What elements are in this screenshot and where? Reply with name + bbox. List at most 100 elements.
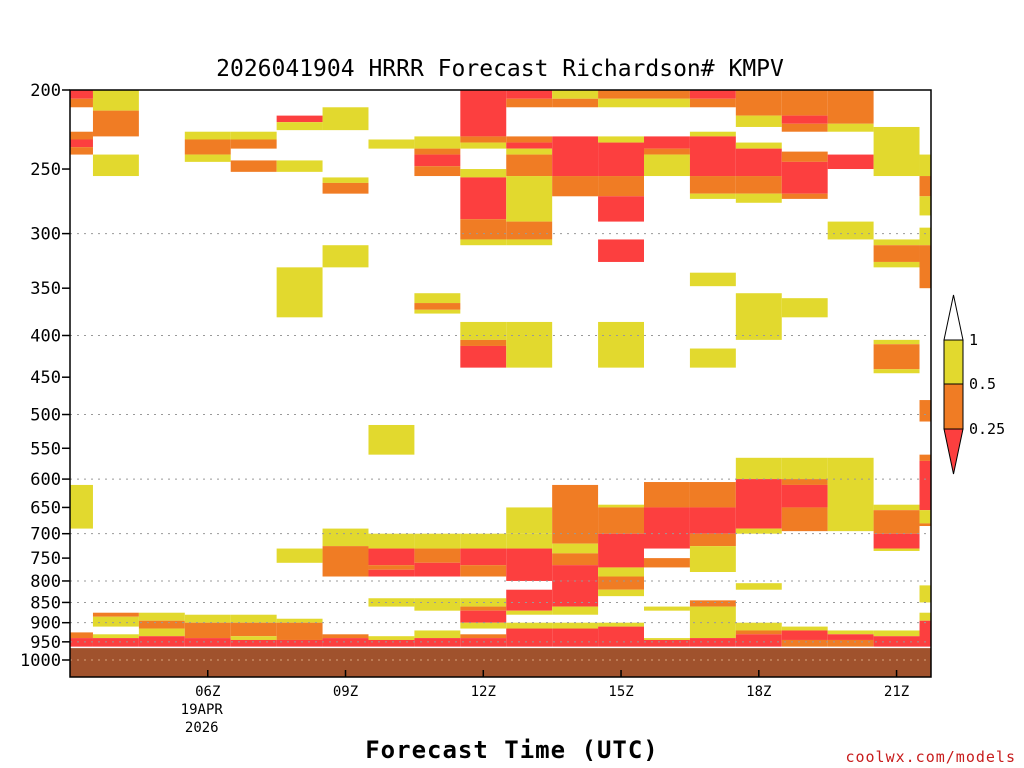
legend-bin-orange xyxy=(943,383,964,430)
y-tick-label: 700 xyxy=(30,525,61,545)
heatmap-cell xyxy=(781,626,828,631)
heatmap-cell xyxy=(689,176,736,194)
heatmap-cell xyxy=(873,344,920,370)
heatmap-cell xyxy=(368,598,415,607)
heatmap-cell xyxy=(368,424,415,455)
heatmap-cell xyxy=(781,298,828,318)
heatmap-cell xyxy=(598,239,644,262)
heatmap-cell xyxy=(598,98,644,108)
heatmap-cell xyxy=(322,182,369,194)
heatmap-cell xyxy=(873,126,920,177)
heatmap-cell xyxy=(689,507,736,534)
heatmap-cell xyxy=(735,634,782,648)
heatmap-cell xyxy=(781,639,828,648)
heatmap-cell xyxy=(552,484,599,544)
color-legend: 1 0.5 0.25 xyxy=(943,294,1005,475)
heatmap-cell xyxy=(414,533,461,549)
y-tick-label: 900 xyxy=(30,614,61,634)
heatmap-cell xyxy=(689,546,736,573)
heatmap-cell xyxy=(460,533,507,549)
heatmap-cell xyxy=(919,176,931,197)
heatmap-cell xyxy=(689,131,736,137)
heatmap-cell xyxy=(552,90,599,99)
heatmap-cell xyxy=(460,565,507,577)
heatmap-cell xyxy=(919,154,931,177)
heatmap-cell xyxy=(735,90,782,116)
heatmap-cell xyxy=(781,90,828,116)
heatmap-cell xyxy=(735,528,782,534)
heatmap-cell xyxy=(460,136,507,143)
heatmap-cell xyxy=(276,267,323,318)
heatmap-cell xyxy=(322,634,369,639)
heatmap-cell xyxy=(230,139,277,149)
heatmap-cell xyxy=(460,634,507,639)
heatmap-cell xyxy=(322,546,369,577)
heatmap-cell xyxy=(414,309,461,314)
heatmap-cell xyxy=(460,606,507,611)
heatmap-cell xyxy=(873,548,920,551)
heatmap-cell xyxy=(689,638,736,648)
y-tick-label: 450 xyxy=(30,368,61,388)
heatmap-cell xyxy=(873,369,920,374)
heatmap-cell xyxy=(506,622,553,629)
heatmap-cell xyxy=(506,533,553,549)
heatmap-cell xyxy=(735,293,782,340)
heatmap-cell xyxy=(598,136,644,143)
heatmap-cell xyxy=(781,630,828,640)
x-tick-label: 18Z xyxy=(746,684,771,700)
heatmap-cell xyxy=(644,154,690,177)
heatmap-cell xyxy=(460,177,507,220)
heatmap-cell xyxy=(460,142,507,149)
y-tick-label: 750 xyxy=(30,549,61,569)
legend-label: 0.5 xyxy=(969,375,996,393)
heatmap-cell xyxy=(873,245,920,262)
heatmap-cell xyxy=(70,131,93,140)
plot-frame xyxy=(69,89,932,678)
x-tick-label: 15Z xyxy=(608,684,633,700)
heatmap-cell xyxy=(368,569,415,577)
heatmap-cell xyxy=(873,504,920,511)
heatmap-cell xyxy=(368,639,415,648)
heatmap-cell xyxy=(414,166,461,177)
heatmap-cell xyxy=(598,142,644,177)
heatmap-cell xyxy=(552,565,599,581)
heatmap-cell xyxy=(827,630,874,635)
heatmap-cell xyxy=(368,533,415,549)
heatmap-cell xyxy=(506,176,553,222)
y-tick-label: 300 xyxy=(30,225,61,245)
heatmap-cell xyxy=(70,632,93,639)
heatmap-cell xyxy=(689,90,736,99)
heatmap-cell xyxy=(598,576,644,590)
heatmap-cell xyxy=(735,583,782,590)
heatmap-cell xyxy=(506,610,553,615)
heatmap-cell xyxy=(70,90,93,99)
heatmap-cell xyxy=(644,638,690,640)
heatmap-cell xyxy=(92,638,139,648)
heatmap-cell xyxy=(506,142,553,149)
heatmap-cell xyxy=(598,626,644,648)
heatmap-cell xyxy=(506,221,553,240)
y-tick-label: 400 xyxy=(30,326,61,346)
heatmap-cell xyxy=(460,622,507,629)
heatmap-cell xyxy=(276,622,323,640)
heatmap-cell xyxy=(873,261,920,268)
heatmap-cell xyxy=(552,543,599,554)
heatmap-cell xyxy=(414,148,461,155)
ground-layer xyxy=(70,646,931,677)
heatmap-cell xyxy=(368,139,415,149)
x-tick-label: 21Z xyxy=(884,684,909,700)
y-tick-label: 350 xyxy=(30,279,61,299)
heatmap-cell xyxy=(827,221,874,240)
heatmap-cell xyxy=(598,533,644,568)
heatmap-cell xyxy=(644,148,690,155)
heatmap-cell xyxy=(689,136,736,177)
heatmap-cell xyxy=(460,239,507,246)
heatmap-cell xyxy=(506,154,553,177)
heatmap-cell xyxy=(919,400,931,422)
heatmap-cell xyxy=(827,90,874,124)
heatmap-cell xyxy=(598,507,644,534)
legend-label: 0.25 xyxy=(969,420,1005,438)
heatmap-cell xyxy=(598,567,644,577)
heatmap-cell xyxy=(70,98,93,108)
heatmap-cell xyxy=(184,131,231,140)
